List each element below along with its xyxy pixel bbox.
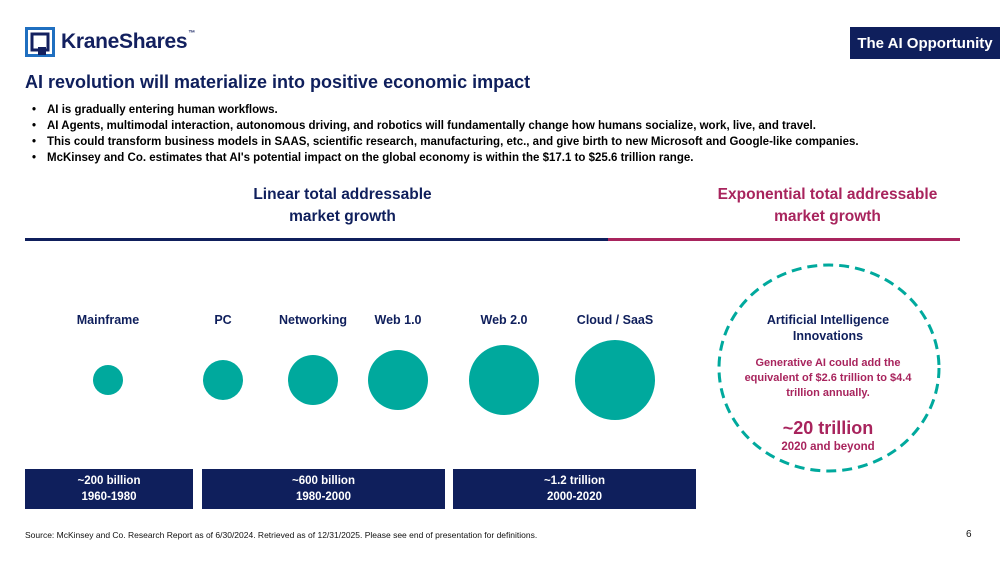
- section-tag: The AI Opportunity: [850, 27, 1000, 59]
- bubble-mainframe: [93, 365, 123, 395]
- kraneshares-logo-mark-icon: [25, 27, 55, 57]
- bullet-item: AI is gradually entering human workflows…: [25, 102, 859, 118]
- bubble-web1: [368, 350, 428, 410]
- era-label-cloud-saas: Cloud / SaaS: [576, 313, 654, 327]
- period-box-1980-2000: ~600 billion 1980-2000: [202, 469, 445, 509]
- logo-wordmark: KraneShares™: [61, 30, 195, 53]
- period-box-2000-2020: ~1.2 trillion 2000-2020: [453, 469, 696, 509]
- era-label-pc: PC: [214, 313, 232, 327]
- era-label-web1: Web 1.0: [374, 313, 422, 327]
- page-title: AI revolution will materialize into posi…: [25, 72, 531, 92]
- bullet-list: AI is gradually entering human workflows…: [25, 102, 859, 166]
- page-number: 6: [966, 529, 972, 540]
- bullet-item: This could transform business models in …: [25, 134, 859, 150]
- source-footnote: Source: McKinsey and Co. Research Report…: [25, 530, 538, 540]
- exponential-divider: [608, 238, 960, 241]
- bubble-cloud-saas: [575, 340, 655, 420]
- linear-divider: [25, 238, 608, 241]
- ai-market-value: ~20 trillion: [782, 418, 874, 438]
- bubble-pc: [203, 360, 243, 400]
- bubble-networking: [288, 355, 338, 405]
- exponential-growth-title: Exponential total addressable market gro…: [717, 186, 938, 225]
- bullet-item: AI Agents, multimodal interaction, auton…: [25, 118, 859, 134]
- era-label-mainframe: Mainframe: [76, 313, 140, 327]
- bullet-item: McKinsey and Co. estimates that AI's pot…: [25, 150, 859, 166]
- ai-period: 2020 and beyond: [781, 441, 875, 453]
- kraneshares-logo: KraneShares™: [25, 27, 195, 57]
- ai-description: Generative AI could add the equivalent o…: [744, 357, 912, 399]
- era-label-web2: Web 2.0: [480, 313, 528, 327]
- period-box-1960-1980: ~200 billion 1960-1980: [25, 469, 193, 509]
- ai-innovations-title: Artificial Intelligence Innovations: [766, 313, 890, 343]
- linear-growth-title: Linear total addressable market growth: [253, 186, 432, 225]
- era-label-networking: Networking: [278, 313, 348, 327]
- ai-dashed-circle: [717, 263, 941, 473]
- bubble-web2: [469, 345, 539, 415]
